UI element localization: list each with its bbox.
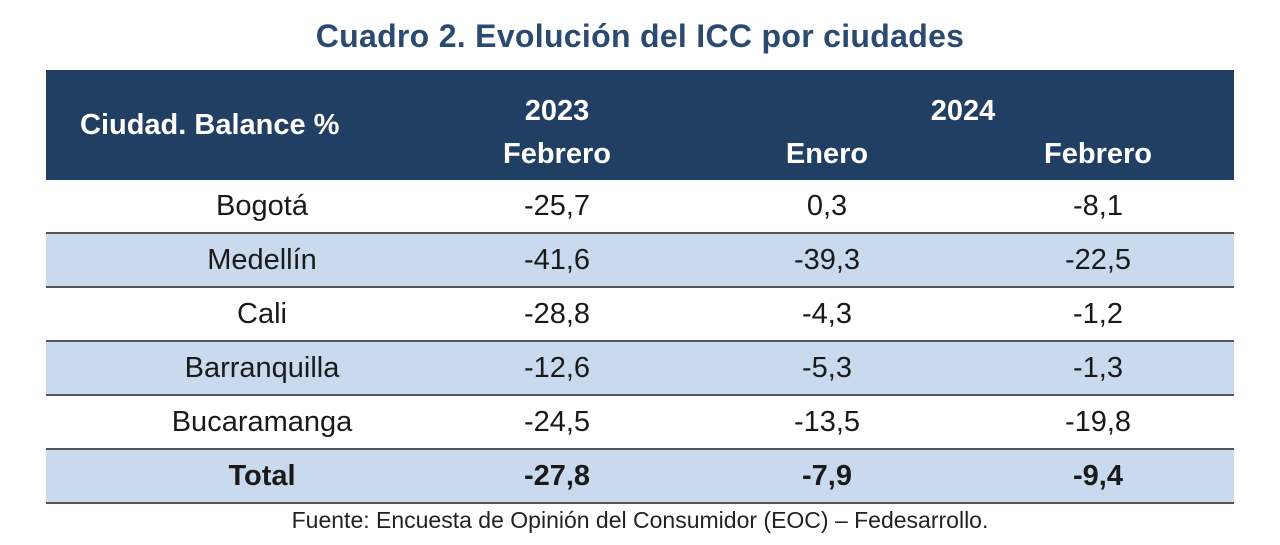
value-cell: -19,8 bbox=[962, 395, 1235, 450]
table-title: Cuadro 2. Evolución del ICC por ciudades bbox=[315, 18, 965, 54]
value-cell: -4,3 bbox=[692, 287, 962, 342]
value-cell: -8,1 bbox=[962, 180, 1235, 234]
value-cell: -1,3 bbox=[962, 341, 1235, 396]
value-cell: -1,2 bbox=[962, 287, 1235, 342]
table-row: Bucaramanga -24,5 -13,5 -19,8 bbox=[46, 395, 1235, 450]
icc-table: Ciudad. Balance % 2023 2024 Febrero Ener… bbox=[46, 70, 1235, 504]
month-header: Enero bbox=[692, 128, 962, 180]
value-cell: -24,5 bbox=[422, 395, 692, 450]
value-cell: -22,5 bbox=[962, 233, 1235, 288]
city-cell: Medellín bbox=[46, 233, 422, 288]
city-cell: Bogotá bbox=[46, 180, 422, 234]
value-cell: -7,9 bbox=[692, 449, 962, 504]
value-cell: -12,6 bbox=[422, 341, 692, 396]
month-header: Febrero bbox=[962, 128, 1235, 180]
city-cell: Barranquilla bbox=[46, 341, 422, 396]
total-row: Total -27,8 -7,9 -9,4 bbox=[46, 449, 1235, 504]
city-cell: Total bbox=[46, 449, 422, 504]
table-row: Medellín -41,6 -39,3 -22,5 bbox=[46, 233, 1235, 288]
table-row: Bogotá -25,7 0,3 -8,1 bbox=[46, 180, 1235, 234]
value-cell: -27,8 bbox=[422, 449, 692, 504]
value-cell: -13,5 bbox=[692, 395, 962, 450]
year-header-2024: 2024 bbox=[692, 70, 1235, 128]
month-header: Febrero bbox=[422, 128, 692, 180]
value-cell: -5,3 bbox=[692, 341, 962, 396]
corner-header: Ciudad. Balance % bbox=[46, 70, 422, 180]
city-cell: Bucaramanga bbox=[46, 395, 422, 450]
value-cell: -39,3 bbox=[692, 233, 962, 288]
value-cell: -41,6 bbox=[422, 233, 692, 288]
source-note: Fuente: Encuesta de Opinión del Consumid… bbox=[291, 507, 989, 533]
value-cell: -9,4 bbox=[962, 449, 1235, 504]
value-cell: 0,3 bbox=[692, 180, 962, 234]
year-header-2023: 2023 bbox=[422, 70, 692, 128]
value-cell: -28,8 bbox=[422, 287, 692, 342]
city-cell: Cali bbox=[46, 287, 422, 342]
table-row: Barranquilla -12,6 -5,3 -1,3 bbox=[46, 341, 1235, 396]
value-cell: -25,7 bbox=[422, 180, 692, 234]
table-row: Cali -28,8 -4,3 -1,2 bbox=[46, 287, 1235, 342]
